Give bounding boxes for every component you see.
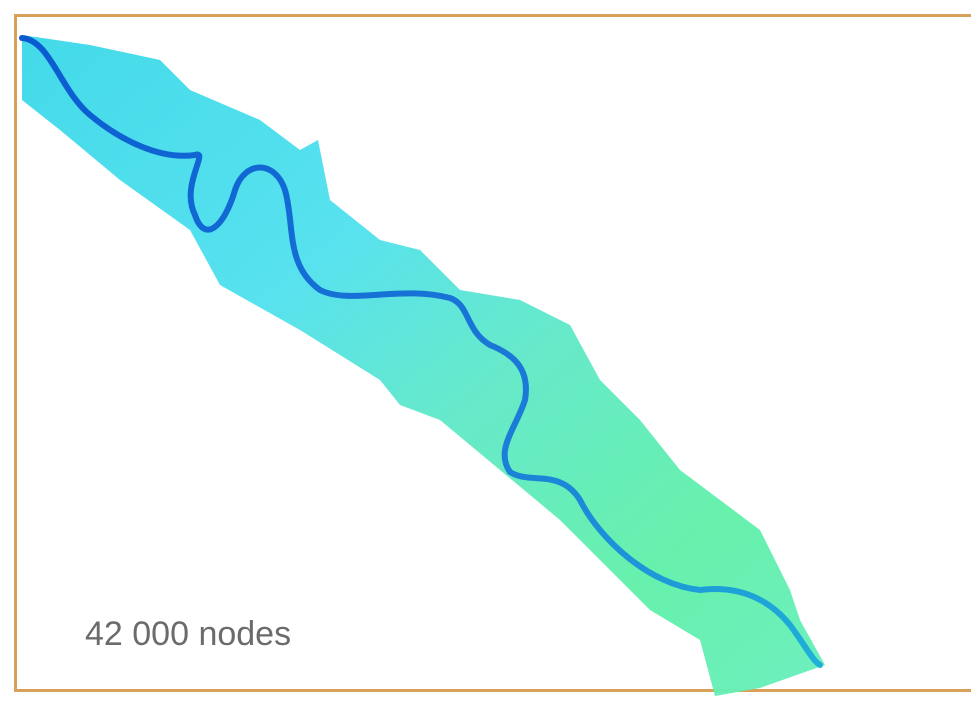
node-count-label: 42 000 nodes	[85, 615, 291, 653]
map-view: 42 000 nodes	[0, 0, 971, 706]
page: {"label": "42 000 nodes"} 42 000 nodes (…	[0, 0, 971, 706]
